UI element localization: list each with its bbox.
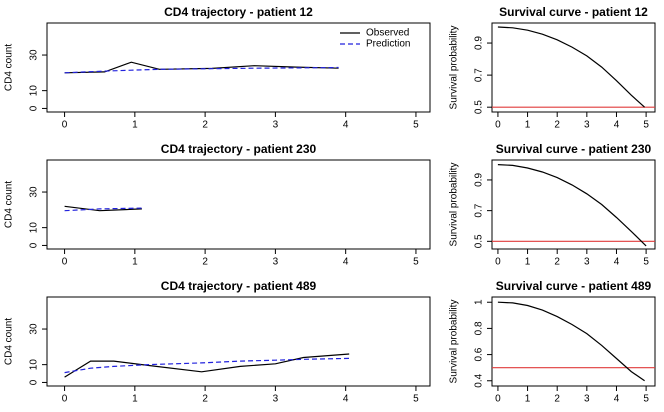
y-tick-label: 1 bbox=[474, 299, 485, 305]
x-tick-label: 1 bbox=[132, 394, 138, 405]
plot-box bbox=[491, 159, 656, 250]
y-tick-label: 0.7 bbox=[474, 68, 485, 82]
x-tick-label: 2 bbox=[554, 394, 560, 405]
data-line bbox=[64, 353, 350, 378]
x-tick-label: 5 bbox=[413, 394, 419, 405]
x-tick-label: 1 bbox=[525, 394, 531, 405]
x-tick-label: 4 bbox=[614, 120, 620, 131]
plot-box bbox=[46, 22, 431, 113]
y-axis-label: CD4 count bbox=[4, 318, 15, 365]
legend-label: Observed bbox=[366, 28, 409, 39]
x-tick-label: 4 bbox=[614, 394, 620, 405]
plot-box bbox=[46, 159, 431, 250]
x-tick-label: 5 bbox=[643, 120, 649, 131]
data-line bbox=[497, 26, 646, 108]
y-tick-label: 0 bbox=[29, 242, 40, 248]
y-tick-label: 0.5 bbox=[474, 100, 485, 114]
x-tick-label: 4 bbox=[343, 394, 349, 405]
chart-title: CD4 trajectory - patient 230 bbox=[161, 142, 317, 156]
x-tick-label: 0 bbox=[495, 120, 501, 131]
x-tick-label: 2 bbox=[202, 120, 208, 131]
data-line bbox=[64, 205, 142, 212]
y-tick-label: 10 bbox=[29, 222, 40, 234]
x-tick-label: 0 bbox=[495, 394, 501, 405]
data-line bbox=[64, 66, 339, 74]
plot-box bbox=[491, 296, 656, 387]
x-tick-label: 0 bbox=[62, 257, 68, 268]
x-tick-label: 3 bbox=[584, 120, 590, 131]
x-tick-label: 5 bbox=[413, 120, 419, 131]
y-tick-label: 30 bbox=[29, 49, 40, 61]
y-tick-label: 0.8 bbox=[474, 321, 485, 335]
y-tick-label: 0.9 bbox=[474, 173, 485, 187]
x-tick-label: 1 bbox=[525, 257, 531, 268]
y-axis-label: Survival probability bbox=[449, 26, 460, 110]
chart-title: Survival curve - patient 12 bbox=[499, 5, 648, 19]
y-tick-label: 0.7 bbox=[474, 203, 485, 217]
y-tick-label: 0.4 bbox=[474, 373, 485, 387]
x-tick-label: 0 bbox=[495, 257, 501, 268]
chart-title: CD4 trajectory - patient 12 bbox=[164, 5, 313, 19]
x-tick-label: 3 bbox=[584, 394, 590, 405]
x-tick-label: 1 bbox=[132, 257, 138, 268]
x-tick-label: 2 bbox=[554, 120, 560, 131]
y-tick-label: 10 bbox=[29, 85, 40, 97]
x-tick-label: 0 bbox=[62, 120, 68, 131]
data-line bbox=[64, 207, 142, 212]
legend-label: Prediction bbox=[366, 39, 410, 50]
y-axis-label: Survival probability bbox=[449, 300, 460, 384]
x-tick-label: 2 bbox=[202, 394, 208, 405]
y-tick-label: 0 bbox=[29, 105, 40, 111]
x-tick-label: 1 bbox=[132, 120, 138, 131]
x-tick-label: 3 bbox=[273, 394, 279, 405]
x-tick-label: 4 bbox=[343, 257, 349, 268]
x-tick-label: 2 bbox=[202, 257, 208, 268]
y-tick-label: 0.9 bbox=[474, 36, 485, 50]
x-tick-label: 1 bbox=[525, 120, 531, 131]
x-tick-label: 4 bbox=[614, 257, 620, 268]
chart-title: Survival curve - patient 489 bbox=[496, 279, 652, 293]
x-tick-label: 3 bbox=[584, 257, 590, 268]
chart-title: CD4 trajectory - patient 489 bbox=[161, 279, 317, 293]
plot-box bbox=[46, 296, 431, 387]
y-tick-label: 30 bbox=[29, 186, 40, 198]
y-tick-label: 30 bbox=[29, 323, 40, 335]
y-axis-label: CD4 count bbox=[4, 181, 15, 228]
x-tick-label: 5 bbox=[413, 257, 419, 268]
y-tick-label: 10 bbox=[29, 359, 40, 371]
y-axis-label: CD4 count bbox=[4, 44, 15, 91]
data-line bbox=[497, 301, 645, 382]
x-tick-label: 3 bbox=[273, 257, 279, 268]
y-tick-label: 0 bbox=[29, 379, 40, 385]
x-tick-label: 3 bbox=[273, 120, 279, 131]
plot-box bbox=[491, 22, 656, 113]
y-axis-label: Survival probability bbox=[449, 163, 460, 247]
y-tick-label: 0.5 bbox=[474, 234, 485, 248]
x-tick-label: 5 bbox=[643, 257, 649, 268]
x-tick-label: 4 bbox=[343, 120, 349, 131]
y-tick-label: 0.6 bbox=[474, 347, 485, 361]
x-tick-label: 0 bbox=[62, 394, 68, 405]
data-line bbox=[497, 164, 647, 247]
data-line bbox=[64, 357, 350, 374]
x-tick-label: 2 bbox=[554, 257, 560, 268]
x-tick-label: 5 bbox=[643, 394, 649, 405]
chart-title: Survival curve - patient 230 bbox=[496, 142, 652, 156]
